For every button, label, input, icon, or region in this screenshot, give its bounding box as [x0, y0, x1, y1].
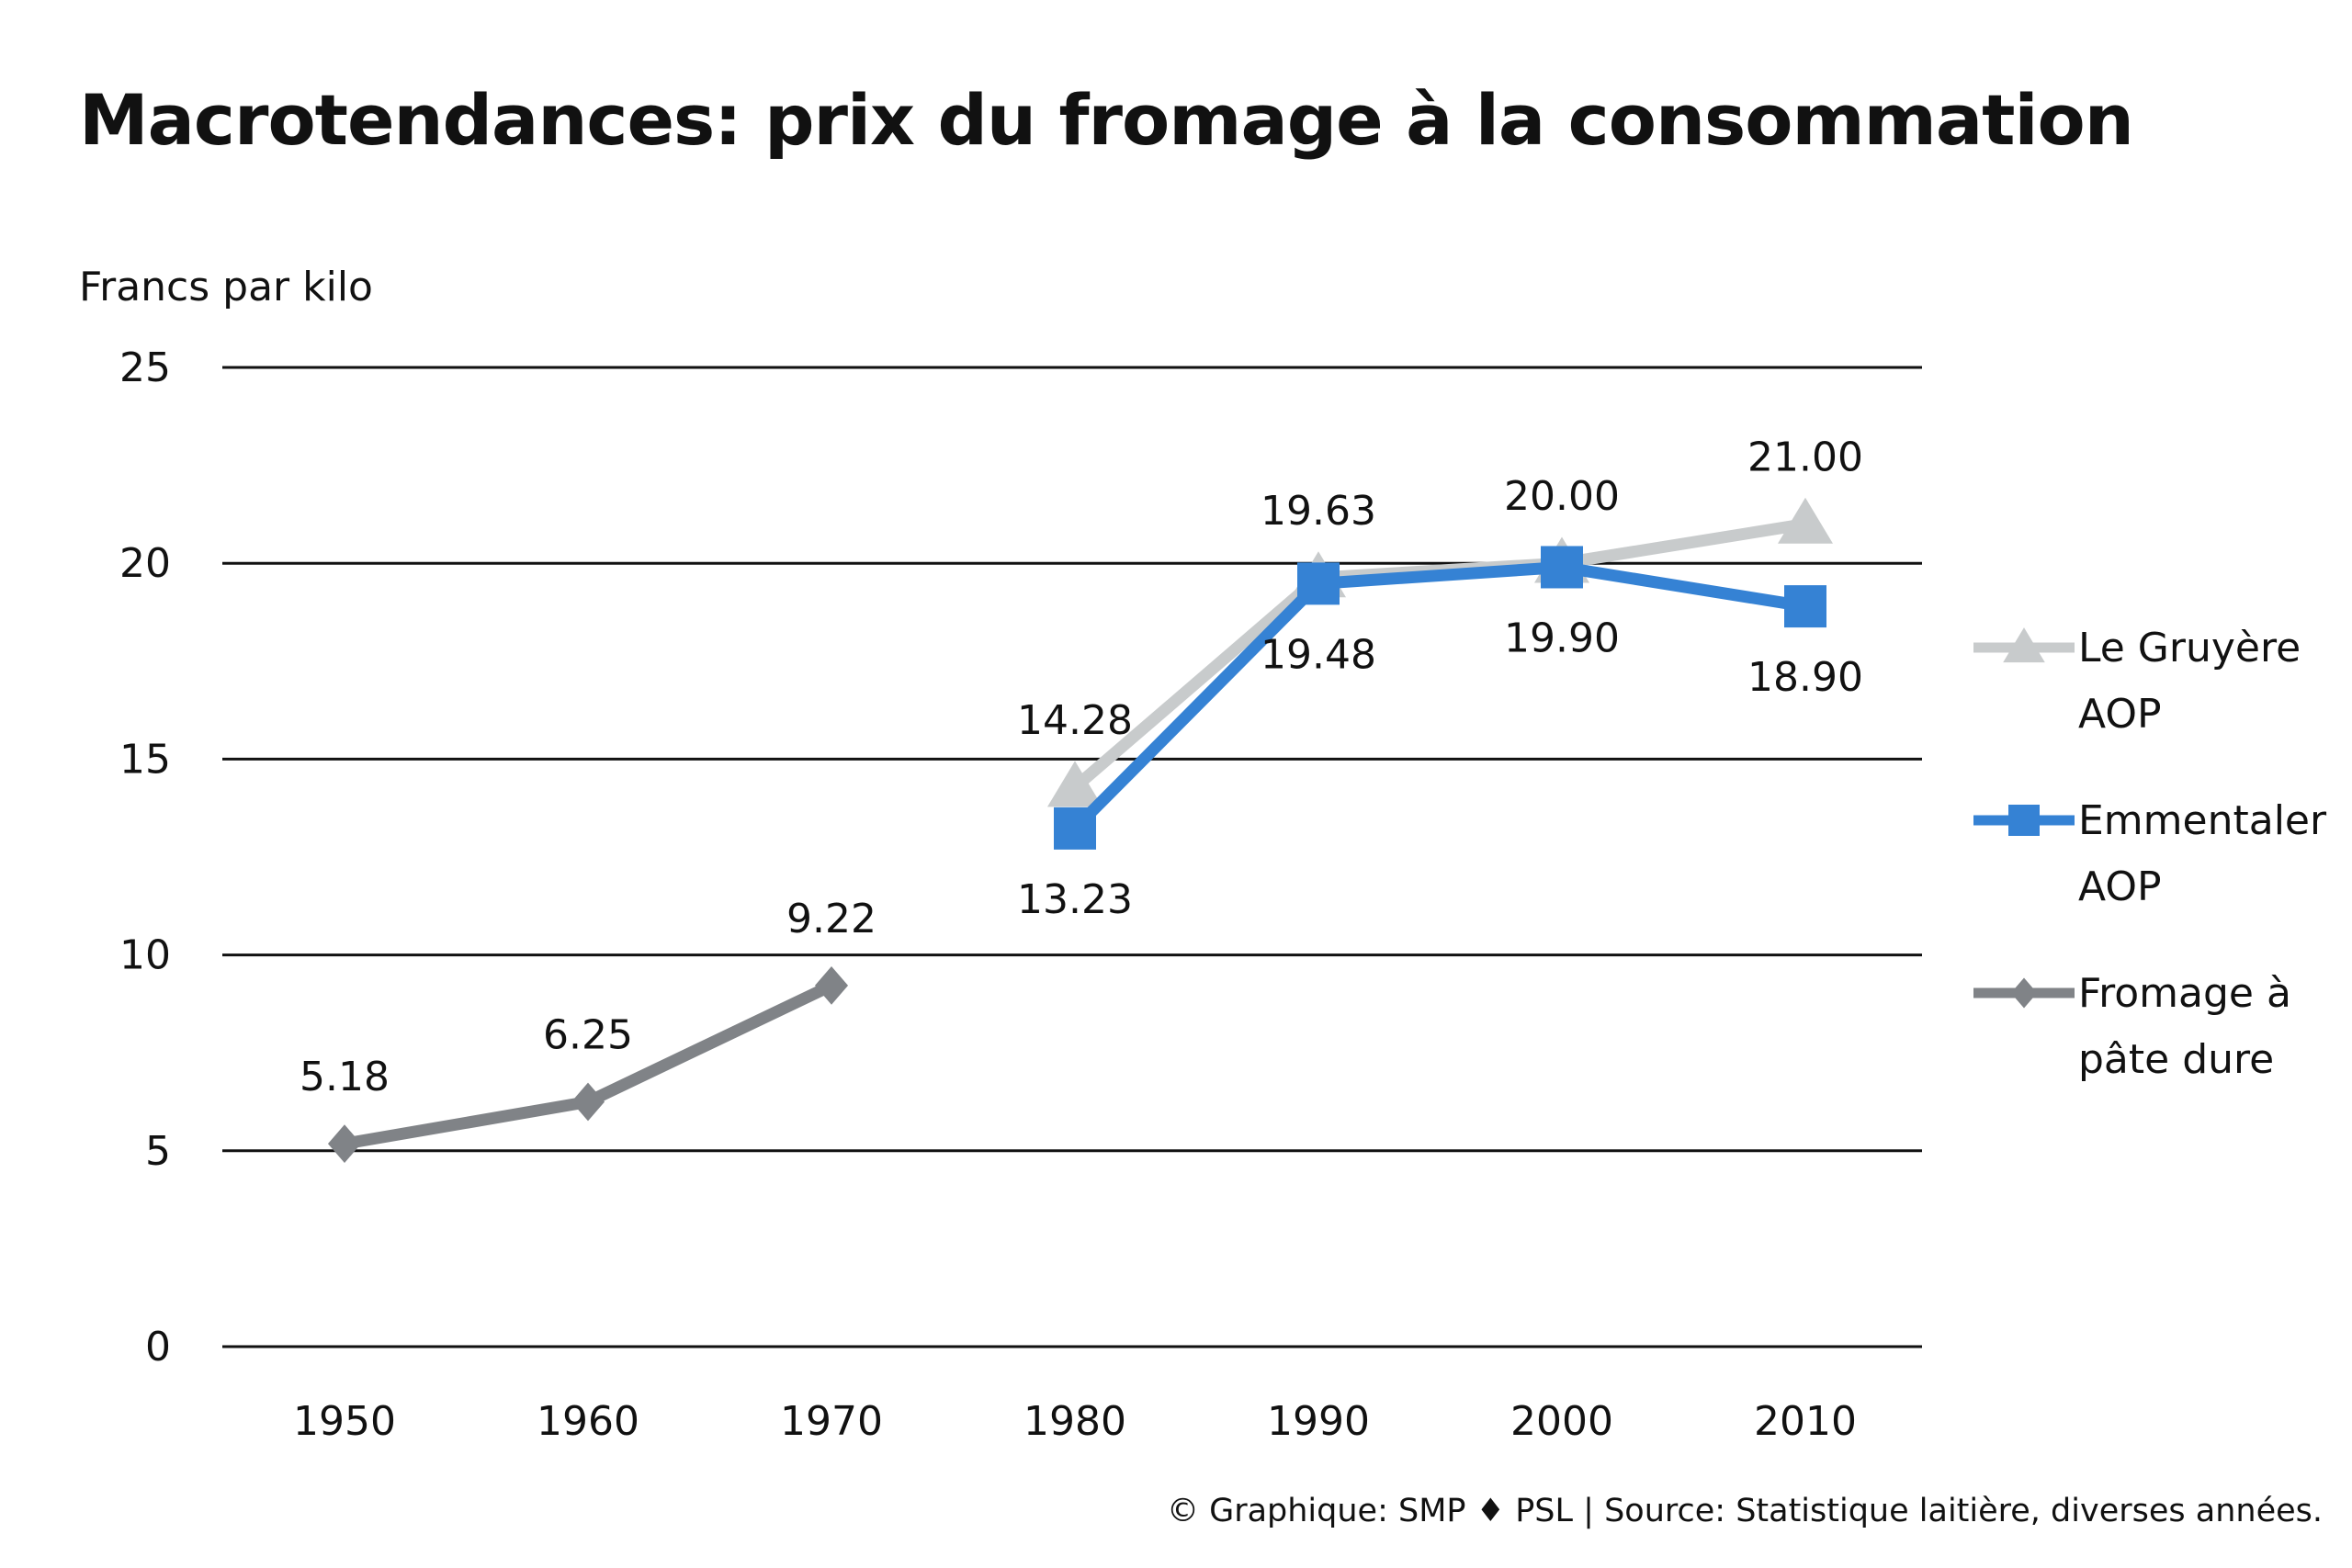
legend: Le Gruyère AOP Emmentaler AOP Fromage à pâte …: [1973, 625, 2327, 1083]
series-line: [1070, 560, 1807, 833]
gridlines: [222, 366, 1922, 1348]
data-label: 21.00: [1747, 434, 1863, 481]
legend-item-0: Le Gruyère AOP: [1973, 625, 2301, 738]
y-tick-label: 0: [145, 1324, 171, 1371]
legend-label: AOP: [2078, 863, 2162, 910]
source-footer: © Graphique: SMP ♦ PSL | Source: Statist…: [1167, 1493, 2323, 1529]
y-axis-label: Francs par kilo: [79, 264, 373, 310]
x-tick-label: 1980: [1023, 1398, 1126, 1445]
data-label: 6.25: [543, 1012, 633, 1059]
data-label: 14.28: [1017, 697, 1133, 744]
legend-label: Fromage à: [2078, 970, 2291, 1017]
legend-marker-icon: [2008, 805, 2040, 836]
y-tick-label: 25: [119, 344, 171, 391]
chart-title: Macrotendances: prix du fromage à la con…: [79, 79, 2134, 161]
legend-label: AOP: [2078, 691, 2162, 738]
series-1: [1054, 546, 1826, 850]
series: [327, 497, 1833, 1164]
source-text: PSL | Source: Statistique laitière, dive…: [1515, 1493, 2323, 1529]
y-tick-label: 20: [119, 540, 171, 587]
data-label: 5.18: [300, 1054, 390, 1100]
legend-label: Emmentaler: [2078, 797, 2327, 844]
series-2: [327, 965, 849, 1164]
data-label: 19.48: [1261, 631, 1376, 678]
x-axis-ticks: 1950 1960 1970 1980 1990 2000 2010: [293, 1398, 1857, 1445]
legend-item-2: Fromage à pâte dure: [1973, 970, 2291, 1083]
legend-item-1: Emmentaler AOP: [1973, 797, 2327, 910]
credit-text: Graphique: SMP: [1209, 1493, 1466, 1529]
x-tick-label: 1950: [293, 1398, 396, 1445]
legend-label: pâte dure: [2078, 1036, 2274, 1083]
data-label: 20.00: [1504, 473, 1620, 520]
data-labels: 14.28 19.63 20.00 21.00 13.23 19.48 19.90 18.90…: [300, 434, 1863, 1101]
data-point-marker: [1784, 585, 1826, 628]
y-tick-label: 10: [119, 932, 171, 979]
y-tick-label: 5: [145, 1128, 171, 1175]
data-point-marker: [327, 1124, 362, 1164]
data-point-marker: [1054, 807, 1096, 850]
x-tick-label: 1960: [537, 1398, 639, 1445]
y-axis-ticks: 0 5 10 15 20 25: [119, 344, 171, 1371]
diamond-icon: ♦: [1476, 1493, 1506, 1529]
copyright-symbol: ©: [1166, 1493, 1199, 1529]
data-point-marker: [571, 1082, 605, 1122]
x-tick-label: 2000: [1510, 1398, 1613, 1445]
x-tick-label: 1990: [1267, 1398, 1370, 1445]
data-label: 19.63: [1261, 488, 1376, 535]
y-tick-label: 15: [119, 736, 171, 783]
x-tick-label: 2010: [1754, 1398, 1857, 1445]
data-point-marker: [814, 965, 849, 1005]
data-label: 19.90: [1504, 615, 1620, 661]
data-point-marker: [1778, 497, 1833, 544]
legend-label: Le Gruyère: [2078, 625, 2301, 671]
x-tick-label: 1970: [780, 1398, 883, 1445]
data-point-marker: [1047, 761, 1102, 807]
data-point-marker: [1297, 562, 1340, 605]
data-label: 9.22: [786, 896, 876, 942]
data-label: 18.90: [1747, 654, 1863, 701]
legend-marker-icon: [2010, 977, 2038, 1009]
data-label: 13.23: [1017, 876, 1133, 923]
legend-marker-icon: [2003, 627, 2045, 663]
data-point-marker: [1541, 546, 1583, 589]
